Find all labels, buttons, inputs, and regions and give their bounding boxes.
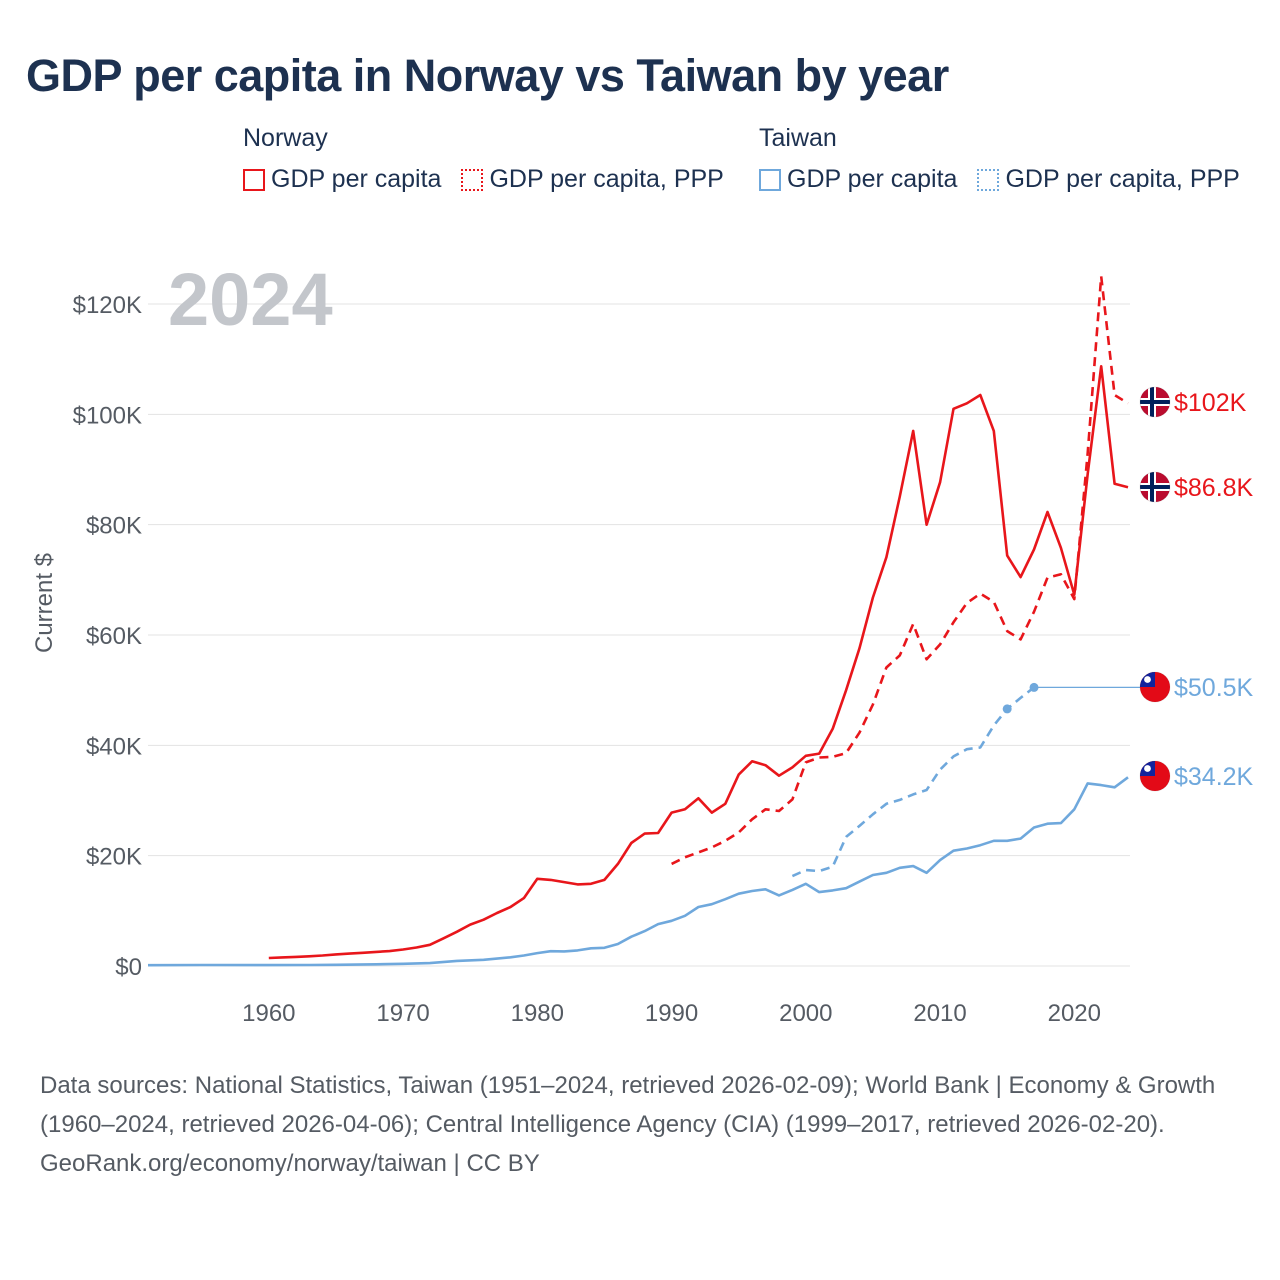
norway-flag-icon [1139,471,1171,503]
data-point-marker[interactable] [1002,704,1012,714]
legend-item-norway-gdp[interactable]: GDP per capita [243,165,441,194]
solid-line-swatch-icon [243,168,265,191]
taiwan-gdp-line[interactable] [147,776,1129,967]
taiwan-flag-icon [1139,760,1171,792]
x-tick-label: 1990 [645,1000,698,1027]
x-tick-label: 2020 [1048,1000,1101,1027]
chart-title: GDP per capita in Norway vs Taiwan by ye… [26,50,949,101]
y-tick-label: $60K [86,623,142,650]
end-value-label: $50.5K [1174,674,1254,702]
legend-item-label: GDP per capita [787,165,958,193]
legend-item-norway-ppp[interactable]: GDP per capita, PPP [461,165,724,194]
y-tick-label: $40K [86,733,142,760]
data-sources: Data sources: National Statistics, Taiwa… [40,1072,1216,1138]
taiwan-ppp-line[interactable] [791,686,1035,878]
end-value-label: $86.8K [1174,474,1254,502]
y-axis-label: Current $ [31,553,58,653]
legend-item-taiwan-ppp[interactable]: GDP per capita, PPP [977,165,1240,194]
solid-line-swatch-icon [759,168,781,191]
x-tick-label: 1970 [376,1000,429,1027]
dotted-line-swatch-icon [977,168,1000,191]
norway-flag-icon [1139,386,1171,418]
y-tick-label: $20K [86,844,142,871]
legend-item-label: GDP per capita, PPP [489,165,724,193]
x-tick-label: 1960 [242,1000,295,1027]
dotted-line-swatch-icon [461,168,484,191]
x-tick-label: 2010 [913,1000,966,1027]
x-tick-label: 1980 [511,1000,564,1027]
x-tick-label: 2000 [779,1000,832,1027]
legend-group-title: Taiwan [759,124,837,152]
legend-item-taiwan-gdp[interactable]: GDP per capita [759,165,957,194]
legend-group-taiwan: Taiwan GDP per capita GDP per capita, PP… [759,124,1240,194]
footer: Data sources: National Statistics, Taiwa… [40,1066,1240,1183]
norway-ppp-line[interactable] [671,275,1129,866]
credit-link[interactable]: GeoRank.org/economy/norway/taiwan | CC B… [40,1150,540,1177]
legend-item-label: GDP per capita, PPP [1005,165,1240,193]
y-tick-label: $80K [86,513,142,540]
legend-group-norway: Norway GDP per capita GDP per capita, PP… [243,124,724,194]
y-tick-label: $0 [115,954,142,981]
taiwan-flag-icon [1139,671,1171,703]
data-point-marker[interactable] [1029,682,1039,692]
line-chart: $0 $20K $40K $60K $80K $100K $120K 1960 1970 1980… [31,258,1254,1027]
y-tick-label: $100K [73,402,142,429]
legend-item-label: GDP per capita [271,165,442,193]
norway-gdp-line[interactable] [268,365,1129,960]
end-value-label: $102K [1174,389,1247,417]
y-tick-label: $120K [73,292,142,319]
end-value-label: $34.2K [1174,763,1254,791]
legend-group-title: Norway [243,124,328,152]
year-watermark: 2024 [168,258,333,341]
